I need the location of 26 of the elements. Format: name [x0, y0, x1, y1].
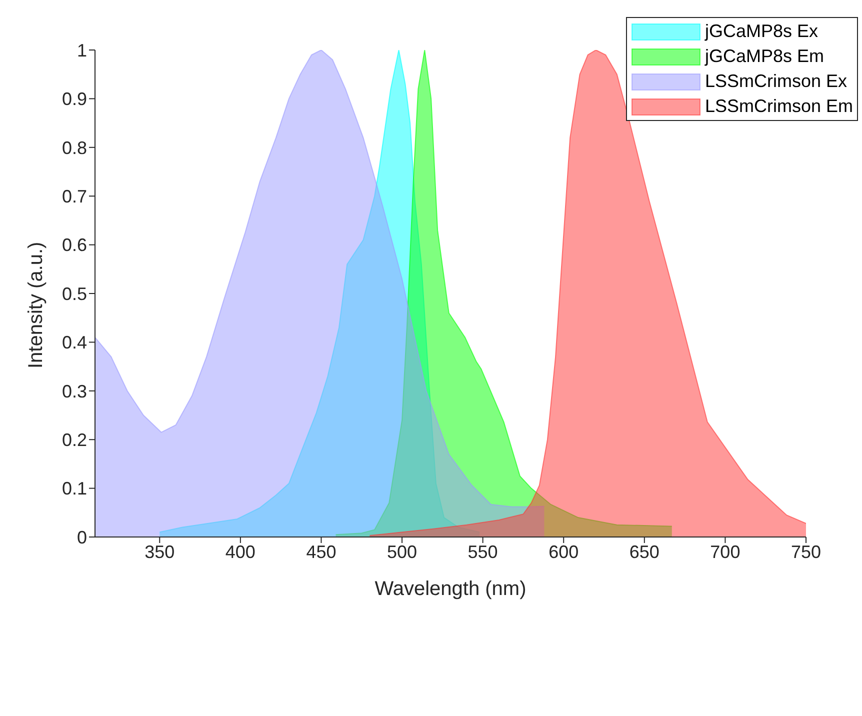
x-tick-label: 750	[790, 542, 822, 562]
x-tick-label: 400	[225, 542, 256, 562]
x-tick-label: 350	[144, 542, 175, 562]
y-tick-label: 0.7	[62, 186, 87, 206]
y-tick-label: 0.9	[62, 89, 87, 110]
x-tick-label: 650	[629, 542, 660, 562]
x-tick-label: 500	[387, 542, 418, 562]
y-axis-title: Intensity (a.u.)	[25, 242, 48, 368]
y-tick-label: 0.1	[62, 478, 87, 499]
x-tick-label: 450	[306, 542, 336, 562]
x-tick-label: 550	[468, 542, 498, 562]
y-tick-label: 0.4	[62, 332, 87, 353]
x-tick-label: 600	[548, 542, 579, 562]
legend-label: LSSmCrimson Em	[704, 96, 853, 117]
y-tick-label: 0.2	[62, 430, 87, 450]
legend-label: jGCaMP8s Ex	[704, 21, 818, 42]
y-tick-label: 0.3	[62, 381, 87, 402]
y-tick-label: 0.5	[62, 284, 87, 304]
y-tick-label: 0.8	[62, 138, 87, 158]
y-tick-label: 1	[76, 40, 87, 60]
x-tick-label: 700	[710, 542, 740, 562]
legend-label: LSSmCrimson Ex	[704, 71, 847, 92]
legend-label: jGCaMP8s Em	[704, 46, 824, 67]
y-tick-label: 0.6	[62, 235, 87, 256]
x-axis-title: Wavelength (nm)	[374, 578, 526, 600]
y-tick-label: 0	[76, 527, 87, 548]
